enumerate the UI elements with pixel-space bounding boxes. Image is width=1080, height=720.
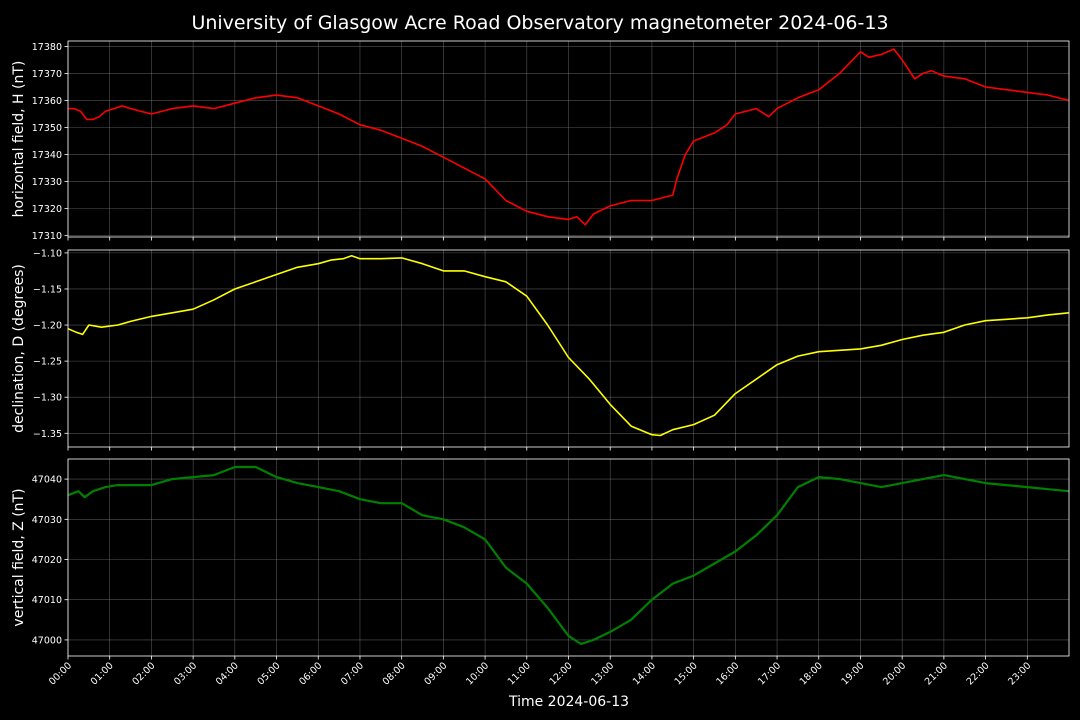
declination-y-tick-label: −1.20 (33, 321, 62, 332)
h-field-y-axis-label: horizontal field, H (nT) (11, 61, 27, 218)
h-field-y-tick-label: 17380 (32, 42, 62, 53)
z-field-y-tick-label: 47030 (32, 515, 62, 526)
h-field-series-line (68, 48, 1070, 226)
z-field-y-tick-label: 47040 (32, 475, 62, 486)
h-field-y-tick-label: 17320 (32, 204, 62, 215)
h-field-y-tick-label: 17370 (32, 69, 62, 80)
declination-y-axis-label: declination, D (degrees) (11, 264, 27, 433)
chart-title: University of Glasgow Acre Road Observat… (191, 12, 888, 34)
h-field-y-tick-label: 17360 (32, 96, 62, 107)
z-field-axes-frame (67, 458, 1070, 657)
z-field-y-tick-label: 47010 (32, 595, 62, 606)
h-field-y-tick-label: 17330 (32, 177, 62, 188)
declination-axes-frame (67, 249, 1070, 448)
declination-y-tick-label: −1.35 (33, 429, 62, 440)
h-field-y-tick-label: 17340 (32, 150, 62, 161)
declination-y-tick-label: −1.25 (33, 357, 62, 368)
declination-panel: −1.10 −1.15 −1.20 −1.25 −1.30 −1.35 declinatio… (11, 248, 1070, 451)
h-field-axes-frame (67, 40, 1070, 238)
chart-panels: 17310 17320 17330 17340 17350 17360 17370 17380… (11, 40, 1070, 687)
h-field-y-tick-label: 17350 (32, 123, 62, 134)
z-field-y-axis-label: vertical field, Z (nT) (11, 488, 27, 626)
x-axis-label: Time 2024-06-13 (508, 694, 629, 710)
h-field-y-tick-label: 17310 (32, 231, 62, 242)
declination-y-tick-label: −1.10 (33, 248, 62, 259)
declination-series-line (67, 255, 1070, 437)
z-field-y-tick-label: 47000 (32, 635, 62, 646)
z-field-series-line (67, 465, 1070, 646)
h-field-panel: 17310 17320 17330 17340 17350 17360 17370 17380… (11, 40, 1070, 242)
declination-y-tick-label: −1.30 (33, 393, 62, 404)
z-field-y-tick-label: 47020 (32, 555, 62, 566)
z-field-panel: 47000 47010 47020 47030 47040 vertical field,… (11, 458, 1070, 660)
declination-y-tick-label: −1.15 (33, 284, 62, 295)
